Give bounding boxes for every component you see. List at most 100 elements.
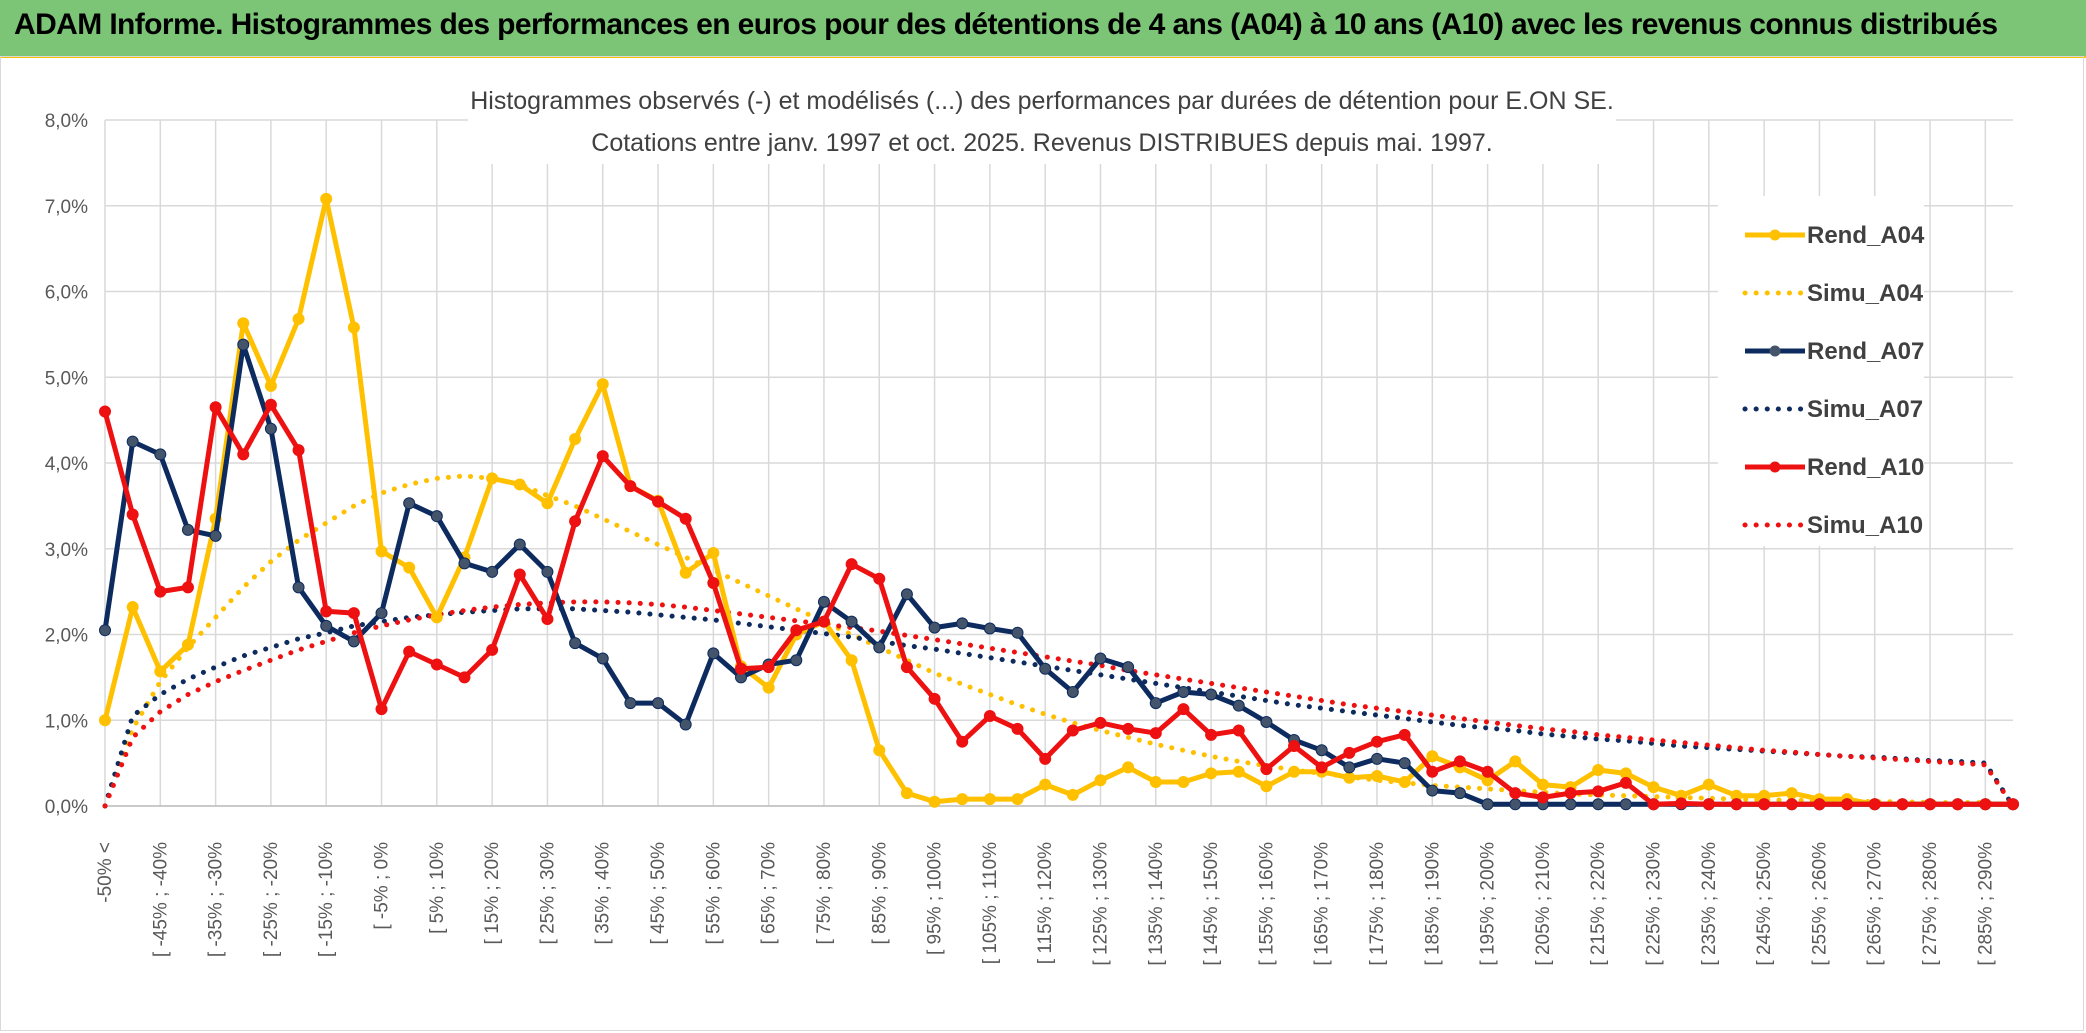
- legend-label: Rend_A07: [1807, 338, 1924, 365]
- data-point: [430, 510, 443, 523]
- data-point: [181, 523, 194, 536]
- data-point: [707, 647, 720, 660]
- data-point: [1343, 761, 1356, 774]
- data-point: [1592, 798, 1605, 811]
- legend-item: Simu_A10: [1742, 512, 1923, 539]
- data-point: [430, 611, 443, 624]
- data-point: [1094, 716, 1107, 729]
- legend-item: Rend_A10: [1745, 454, 1924, 481]
- data-point: [983, 793, 996, 806]
- data-point: [1536, 778, 1549, 791]
- y-tick-label: 6,0%: [45, 283, 88, 304]
- series-rend-a10: [99, 398, 2019, 811]
- data-point: [1371, 752, 1383, 765]
- data-point: [983, 622, 996, 635]
- data-point: [154, 448, 167, 461]
- data-point: [264, 379, 277, 392]
- data-point: [817, 595, 830, 608]
- data-point: [126, 508, 139, 521]
- data-point: [347, 607, 360, 620]
- data-point: [1260, 780, 1273, 793]
- data-point: [1039, 752, 1052, 765]
- data-point: [209, 401, 222, 414]
- data-point: [1039, 778, 1052, 791]
- data-point: [486, 565, 499, 578]
- data-point: [541, 565, 554, 578]
- legend-item: Rend_A04: [1745, 222, 1925, 249]
- x-tick-label: [ 145% ; 150%: [1201, 842, 1222, 966]
- data-point: [513, 538, 526, 551]
- legend-label: Rend_A04: [1807, 222, 1925, 249]
- y-tick-label: 4,0%: [45, 454, 88, 475]
- data-point: [762, 661, 775, 674]
- legend-background: [1718, 196, 1924, 546]
- x-tick-label: [ 15% ; 20%: [482, 842, 503, 945]
- data-point: [652, 495, 665, 508]
- data-point: [1426, 750, 1439, 763]
- data-point: [1647, 781, 1660, 794]
- data-point: [1011, 793, 1024, 806]
- data-point: [845, 558, 858, 571]
- data-point: [237, 448, 250, 461]
- data-point: [1592, 785, 1605, 798]
- x-tick-label: [ 165% ; 170%: [1312, 842, 1333, 966]
- data-point: [900, 588, 913, 601]
- x-tick-label: [ 205% ; 210%: [1533, 842, 1554, 966]
- data-point: [1343, 771, 1356, 784]
- data-point: [292, 581, 305, 594]
- series-line: [102, 402, 2013, 807]
- data-point: [1177, 775, 1190, 788]
- data-point: [1205, 728, 1218, 741]
- x-tick-label: [ 275% ; 280%: [1920, 842, 1941, 966]
- x-tick-label: [ 225% ; 230%: [1644, 842, 1665, 966]
- data-point: [264, 422, 277, 435]
- data-point: [237, 317, 250, 330]
- legend-marker: [1769, 229, 1781, 241]
- x-tick-label: [ 35% ; 40%: [593, 842, 614, 945]
- data-point: [679, 718, 692, 731]
- x-tick-label: [ 255% ; 260%: [1809, 842, 1830, 966]
- data-point: [1232, 724, 1245, 737]
- data-point: [126, 601, 139, 614]
- x-tick-label: [ 155% ; 160%: [1256, 842, 1277, 966]
- x-tick-label: [ 235% ; 240%: [1699, 842, 1720, 966]
- data-point: [928, 692, 941, 705]
- data-point: [928, 621, 941, 634]
- data-point: [956, 617, 969, 630]
- data-point: [1509, 787, 1522, 800]
- data-point: [1675, 797, 1688, 810]
- data-point: [1702, 798, 1715, 811]
- x-tick-label: [ 95% ; 100%: [925, 842, 946, 955]
- data-point: [126, 435, 139, 448]
- x-tick-label: [ 5% ; 10%: [427, 842, 448, 934]
- x-tick-label: [ -5% ; 0%: [372, 842, 393, 930]
- data-point: [1398, 775, 1411, 788]
- data-point: [541, 613, 554, 626]
- data-point: [2007, 798, 2019, 811]
- data-point: [430, 658, 443, 671]
- y-tick-label: 7,0%: [45, 197, 88, 218]
- data-point: [1730, 798, 1743, 811]
- x-tick-label: [ -15% ; -10%: [316, 842, 337, 957]
- data-point: [375, 607, 388, 620]
- data-point: [790, 654, 803, 667]
- data-point: [347, 635, 360, 648]
- data-point: [1951, 798, 1964, 811]
- data-point: [1758, 798, 1771, 811]
- data-point: [1122, 661, 1135, 674]
- data-point: [679, 512, 692, 525]
- data-point: [790, 624, 803, 637]
- data-point: [1288, 765, 1301, 778]
- data-point: [1398, 757, 1411, 770]
- page-title: ADAM Informe. Histogrammes des performan…: [14, 8, 1998, 41]
- legend: Rend_A04 Simu_A04 Rend_A07 Simu_A07 Rend_A10…: [1718, 196, 1925, 546]
- data-point: [845, 654, 858, 667]
- data-point: [1094, 774, 1107, 787]
- x-tick-label: [ -45% ; -40%: [150, 842, 171, 957]
- legend-label: Simu_A07: [1807, 396, 1923, 423]
- data-point: [1149, 775, 1162, 788]
- chart-frame: [0, 56, 2084, 1031]
- data-point: [181, 638, 194, 651]
- y-axis-ticks: 0,0% 1,0% 2,0% 3,0% 4,0% 5,0% 6,0% 7,0% 8,0%: [45, 111, 88, 818]
- x-tick-label: [ 215% ; 220%: [1588, 842, 1609, 966]
